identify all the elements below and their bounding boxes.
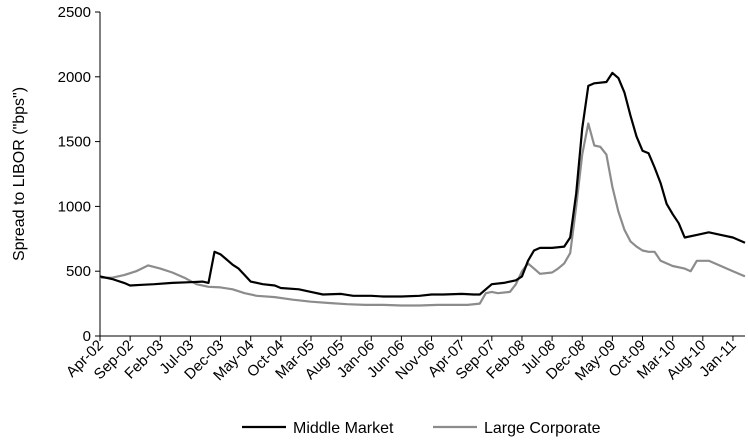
legend-label-large-corporate: Large Corporate <box>484 420 601 437</box>
y-ticks: 0 500 1000 1500 2000 2500 <box>58 4 100 345</box>
y-tick-label: 2500 <box>58 4 91 21</box>
y-tick-label: 1000 <box>58 198 91 215</box>
y-tick-label: 2000 <box>58 69 91 86</box>
legend-label-middle-market: Middle Market <box>293 420 394 437</box>
y-tick-label: 1500 <box>58 134 91 151</box>
y-axis-label: Spread to LIBOR ("bps") <box>11 87 28 261</box>
legend: Middle Market Large Corporate <box>242 420 601 437</box>
series-layer <box>99 71 746 307</box>
x-ticks: Apr-02Sep-02Feb-03Jul-03Dec-03May-04Oct-… <box>63 336 740 384</box>
series-line-large-corporate <box>100 122 746 307</box>
y-tick-label: 500 <box>66 263 91 280</box>
y-tick-label: 0 <box>83 328 91 345</box>
series-line-middle-market <box>99 71 746 298</box>
plot-area: 0 500 1000 1500 2000 2500 Apr-02Sep-02Feb-03J… <box>58 4 746 384</box>
